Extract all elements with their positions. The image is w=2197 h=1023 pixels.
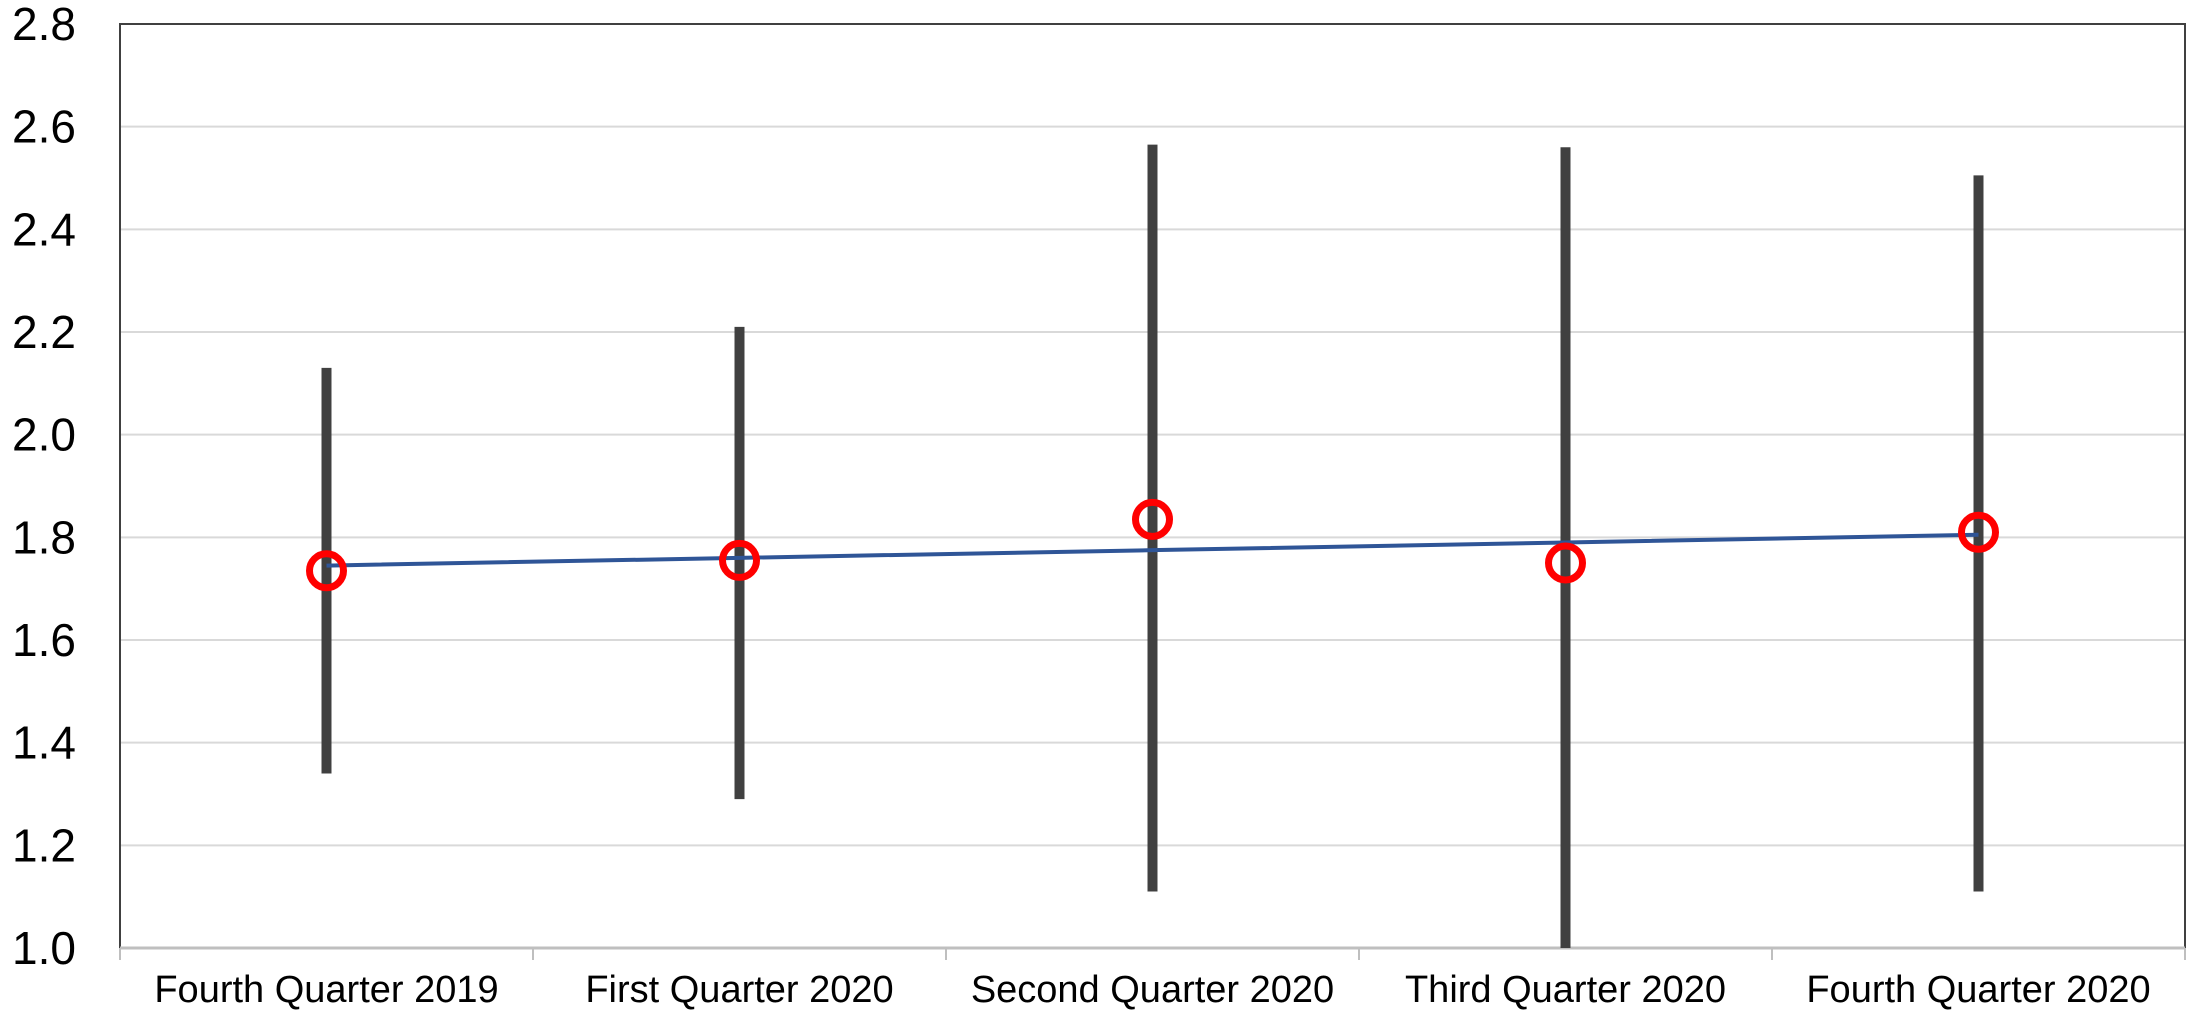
x-axis-tick-labels: Fourth Quarter 2019 First Quarter 2020 Sec… [154, 969, 2150, 1011]
y-tick-label: 2.2 [12, 306, 76, 358]
data-point-marker [719, 539, 760, 581]
x-tick-label: Fourth Quarter 2019 [154, 969, 498, 1011]
x-tick-label: Fourth Quarter 2020 [1806, 969, 2150, 1011]
y-axis-tick-labels: 1.0 1.2 1.4 1.6 1.8 2.0 2.2 2.4 2.6 2.8 [12, 0, 76, 974]
y-tick-label: 2.4 [12, 203, 76, 255]
x-tick-label: First Quarter 2020 [585, 969, 893, 1011]
data-point-marker [306, 550, 347, 592]
data-point-marker [1958, 511, 1999, 553]
y-tick-label: 2.8 [12, 0, 76, 50]
x-tick-label: Second Quarter 2020 [971, 969, 1334, 1011]
circle-markers-series [306, 498, 1999, 592]
range-bars [321, 144, 1984, 948]
y-tick-label: 2.6 [12, 101, 76, 153]
y-tick-label: 2.0 [12, 409, 76, 461]
y-tick-label: 1.8 [12, 511, 76, 563]
y-tick-label: 1.0 [12, 922, 76, 974]
data-point-marker [1132, 498, 1173, 540]
y-tick-label: 1.4 [12, 717, 76, 769]
trend-line-series [326, 532, 1979, 568]
y-tick-label: 1.6 [12, 614, 76, 666]
y-tick-label: 1.2 [12, 819, 76, 871]
x-tick-label: Third Quarter 2020 [1405, 969, 1726, 1011]
data-point-marker [1545, 542, 1586, 584]
trend-line [326, 532, 1979, 568]
x-axis [119, 946, 2186, 960]
